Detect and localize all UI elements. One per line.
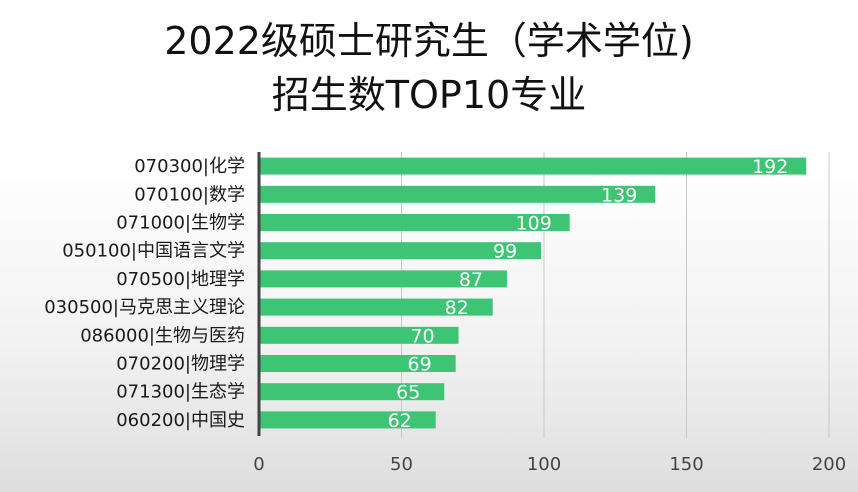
category-label: 071300|生态学 bbox=[116, 382, 245, 403]
category-label: 060200|中国史 bbox=[116, 410, 245, 431]
chart-title-line-1: 2022级硕士研究生（学术学位) bbox=[164, 19, 694, 63]
category-label: 070200|物理学 bbox=[116, 354, 245, 375]
bar bbox=[259, 326, 459, 344]
x-tick-label: 200 bbox=[812, 454, 846, 475]
bar bbox=[259, 298, 493, 316]
category-label: 086000|生物与医药 bbox=[80, 325, 245, 346]
category-label: 070300|化学 bbox=[134, 156, 245, 177]
chart-title-line-2: 招生数TOP10专业 bbox=[271, 73, 587, 117]
data-label: 69 bbox=[408, 354, 432, 376]
bar bbox=[259, 185, 656, 203]
data-label: 192 bbox=[752, 156, 788, 178]
category-label: 030500|马克思主义理论 bbox=[44, 297, 245, 318]
bar bbox=[259, 270, 507, 288]
data-label: 65 bbox=[396, 382, 420, 404]
data-label: 109 bbox=[516, 213, 552, 235]
x-tick-label: 100 bbox=[527, 454, 561, 475]
data-label: 87 bbox=[459, 269, 483, 291]
x-tick-label: 150 bbox=[669, 454, 703, 475]
data-label: 70 bbox=[410, 325, 434, 347]
x-tick-label: 50 bbox=[390, 454, 413, 475]
bar bbox=[259, 355, 456, 372]
category-label: 070500|地理学 bbox=[116, 269, 245, 290]
data-label: 82 bbox=[445, 297, 469, 319]
bar bbox=[259, 157, 807, 175]
category-label: 050100|中国语言文学 bbox=[62, 241, 245, 262]
bar bbox=[259, 242, 542, 260]
bar bbox=[259, 411, 436, 429]
bar bbox=[259, 214, 570, 231]
category-label: 070100|数学 bbox=[134, 184, 245, 205]
category-label: 071000|生物学 bbox=[116, 213, 245, 234]
data-label: 139 bbox=[601, 184, 637, 206]
x-tick-label: 0 bbox=[253, 454, 264, 475]
data-label: 99 bbox=[493, 241, 517, 263]
data-label: 62 bbox=[388, 410, 412, 432]
bar bbox=[259, 383, 445, 401]
